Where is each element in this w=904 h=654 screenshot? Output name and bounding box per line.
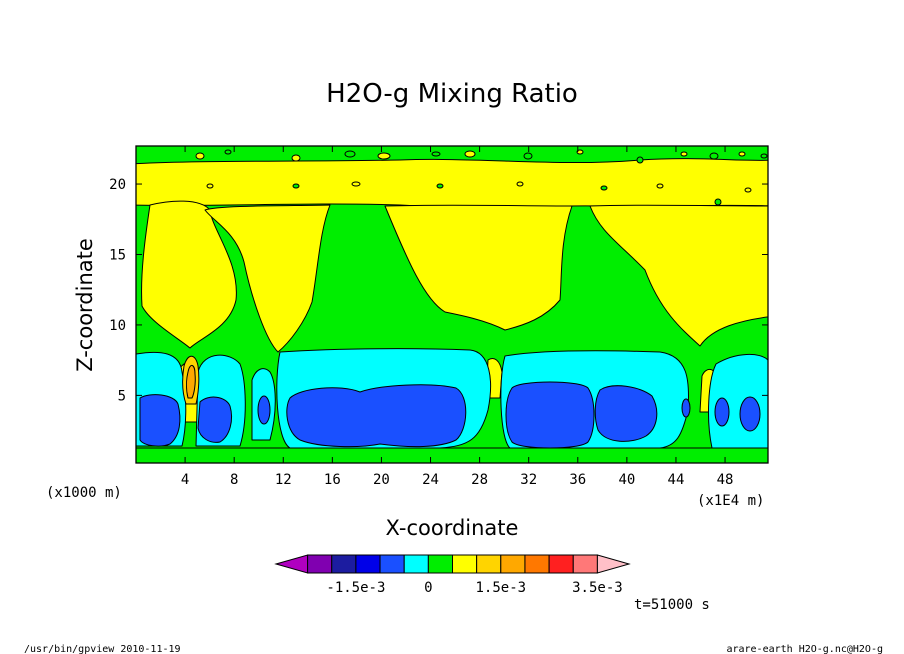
cloudlet-7 <box>464 150 476 158</box>
cloudlet-15 <box>206 183 214 189</box>
cloudlet-13 <box>738 151 746 157</box>
y-axis-title: Z-coordinate <box>73 238 97 372</box>
x-tick-label: 32 <box>520 472 537 488</box>
colorbar-swatch <box>427 554 454 574</box>
x-axis-title: X-coordinate <box>386 516 519 540</box>
x-tick-label: 12 <box>275 472 292 488</box>
y-unit-label: (x1000 m) <box>46 485 122 501</box>
x-tick-label: 24 <box>422 472 439 488</box>
cloudlet-5 <box>377 152 391 160</box>
cloudlet-2 <box>224 149 232 155</box>
colorbar-swatch <box>572 554 598 574</box>
colorbar-label: 0 <box>424 580 432 596</box>
x-axis: 4 8 12 16 20 24 28 32 36 40 44 48 <box>181 146 734 488</box>
cloudlet-17 <box>351 181 361 187</box>
blue-core-3 <box>286 384 467 448</box>
cloudlet-3 <box>291 154 301 162</box>
cloudlet-11 <box>680 151 688 157</box>
colorbar-swatch <box>524 554 550 574</box>
colorbar-label: 1.5e-3 <box>476 580 527 596</box>
blue-core-8 <box>714 397 730 427</box>
cloudlet-19 <box>516 181 524 187</box>
colorbar-swatch <box>452 554 478 574</box>
blue-core-7 <box>681 398 691 418</box>
colorbar-swatch <box>500 554 526 574</box>
colorbar-swatch <box>403 554 429 574</box>
cloudlet-4 <box>344 150 356 158</box>
contour-field <box>136 146 768 463</box>
x-tick-label: 28 <box>471 472 488 488</box>
surface-band <box>136 448 768 463</box>
cloudlet-14 <box>760 153 768 159</box>
cloudlet-8 <box>523 152 533 160</box>
x-tick-label: 4 <box>181 472 189 488</box>
x-tick-label: 20 <box>373 472 390 488</box>
footer-left: /usr/bin/gpview 2010-11-19 <box>24 644 181 654</box>
x-tick-label: 36 <box>569 472 586 488</box>
x-tick-label: 16 <box>324 472 341 488</box>
x-tick-label: 40 <box>618 472 635 488</box>
y-tick-label: 15 <box>109 247 126 263</box>
colorbar-swatch <box>331 554 357 574</box>
y-axis: 5 10 15 20 <box>109 177 768 404</box>
blue-core-4 <box>505 381 595 449</box>
chart-title: H2O-g Mixing Ratio <box>326 79 578 109</box>
colorbar-label: 3.5e-3 <box>572 580 623 596</box>
cloudlet-20 <box>600 185 608 191</box>
blue-core-1 <box>139 394 181 447</box>
footer-right: arare-earth_H2O-g.nc@H2O-g <box>726 644 883 654</box>
cloudlet-22 <box>714 198 722 206</box>
x-tick-label: 8 <box>230 472 238 488</box>
x-tick-label: 48 <box>717 472 734 488</box>
colorbar: -1.5e-3 0 1.5e-3 3.5e-3 <box>274 554 631 596</box>
colorbar-swatch <box>355 554 381 574</box>
time-annotation: t=51000 s <box>634 597 710 613</box>
cloudlet-21 <box>656 183 664 189</box>
cloudlet-12 <box>709 152 719 160</box>
blue-core-5 <box>594 385 658 442</box>
blue-core-6 <box>257 395 271 425</box>
blue-core-9 <box>739 396 761 432</box>
cloudlet-16 <box>292 183 300 189</box>
cloudlet-1 <box>195 152 205 160</box>
plot-frame <box>135 145 769 464</box>
yellow-column-2 <box>204 204 331 353</box>
x-tick-label: 44 <box>668 472 685 488</box>
yellow-column-3 <box>384 204 573 331</box>
cloudlet-6 <box>431 151 441 157</box>
colorbar-high-extend <box>596 554 631 574</box>
cloudlet-23 <box>744 187 752 193</box>
y-tick-label: 5 <box>118 388 126 404</box>
colorbar-swatch <box>379 554 405 574</box>
y-tick-label: 20 <box>109 177 126 193</box>
colorbar-swatch <box>548 554 574 574</box>
upper-yellow-strip <box>136 158 768 208</box>
x-unit-label: (x1E4 m) <box>697 493 764 509</box>
cloudlet-9 <box>576 149 584 155</box>
colorbar-low-extend <box>274 554 309 574</box>
colorbar-swatch <box>307 554 333 574</box>
blue-core-2 <box>197 396 233 443</box>
cloudlet-18 <box>436 183 444 189</box>
cloudlet-10 <box>636 156 644 164</box>
colorbar-label: -1.5e-3 <box>326 580 385 596</box>
y-tick-label: 10 <box>109 318 126 334</box>
orange-plume-core <box>186 365 196 399</box>
yellow-column-4 <box>589 204 768 347</box>
colorbar-swatch <box>476 554 502 574</box>
